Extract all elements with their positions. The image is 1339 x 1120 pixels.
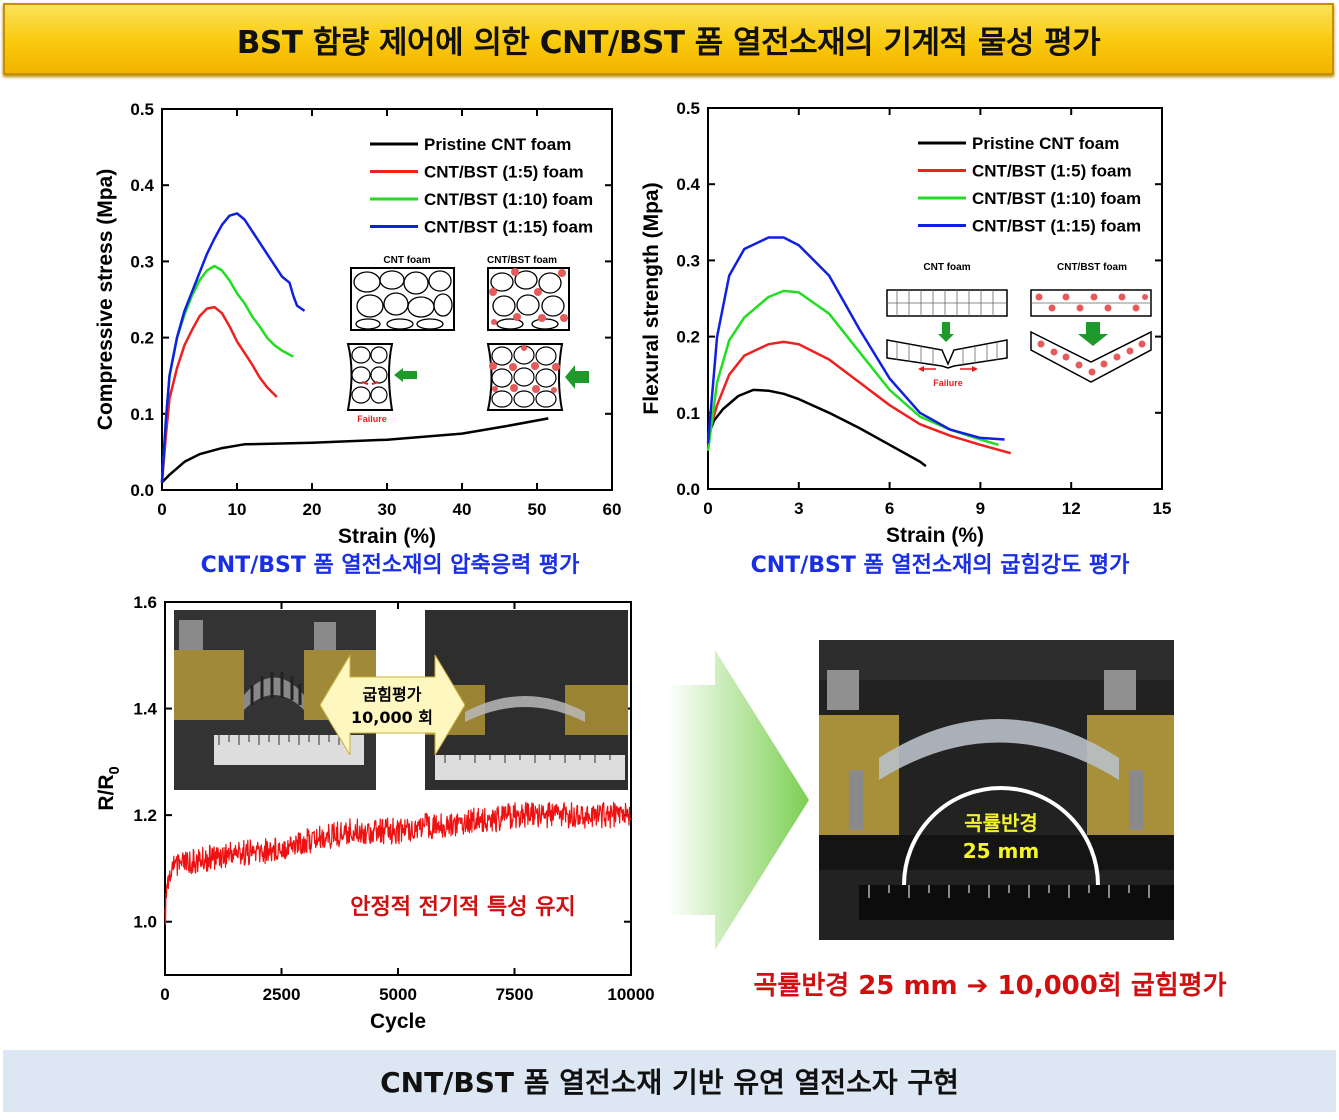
inset-failure-label: Failure	[357, 414, 387, 424]
series-line-1	[160, 305, 278, 483]
footer-text: CNT/BST 폼 열전소재 기반 유연 열전소자 구현	[380, 1066, 959, 1099]
x-tick-label: 30	[378, 500, 397, 519]
y-tick-label: 0.2	[676, 328, 700, 347]
x-tick-label: 60	[603, 500, 622, 519]
photo-radius-label-line1: 곡률반경	[964, 811, 1038, 835]
x-tick-label: 9	[976, 499, 985, 518]
y-tick-label: 0.1	[676, 404, 700, 423]
x-tick-label: 3	[794, 499, 803, 518]
y-tick-label: 0.4	[130, 176, 154, 195]
series-line-0	[706, 388, 927, 468]
series-line-1	[706, 340, 1012, 455]
y-tick-label: 0.3	[130, 252, 154, 271]
flexural-inset: CNT foam CNT/BST foam Failure	[886, 262, 1152, 388]
x-axis-label: Strain (%)	[886, 524, 984, 547]
result-statement: 곡률반경 25 mm ➔ 10,000회 굽힘평가	[753, 971, 1227, 1001]
x-tick-label: 2500	[263, 985, 301, 1004]
flexural-caption: CNT/BST 폼 열전소재의 굽힘강도 평가	[750, 553, 1130, 578]
series-line-2	[160, 264, 294, 483]
compression-inset: CNT foam CNT/BST foam	[346, 255, 589, 424]
bending-setup-photo-right	[425, 610, 628, 790]
y-tick-label: 0.2	[130, 329, 154, 348]
big-green-arrow	[667, 650, 809, 950]
legend-label-2: CNT/BST (1:10) foam	[424, 190, 593, 209]
x-tick-label: 0	[160, 985, 169, 1004]
compressive-caption: CNT/BST 폼 열전소재의 압축응력 평가	[200, 553, 580, 578]
y-tick-label: 0.4	[676, 175, 700, 194]
y-tick-label: 0.0	[676, 480, 700, 499]
cycle-note: 안정적 전기적 특성 유지	[350, 895, 575, 920]
footer-banner: CNT/BST 폼 열전소재 기반 유연 열전소자 구현	[3, 1050, 1336, 1112]
y-tick-label: 1.2	[133, 806, 157, 825]
legend-label-2: CNT/BST (1:10) foam	[972, 189, 1141, 208]
inset-cnt-label: CNT foam	[383, 255, 430, 266]
y-axis-label: R/R0	[95, 766, 123, 810]
x-tick-label: 0	[703, 499, 712, 518]
y-axis-label: Flexural strength (Mpa)	[640, 182, 663, 414]
cycle-chart: 0 2500 5000 7500 100001.01.21.41.6CycleR/R0 …	[95, 593, 655, 1033]
series-line-0	[164, 801, 632, 925]
arrow-label-line2: 10,000 회	[351, 708, 433, 727]
legend-label-0: Pristine CNT foam	[424, 135, 571, 154]
photo-radius-label-line2: 25 mm	[963, 839, 1039, 863]
x-tick-label: 12	[1062, 499, 1081, 518]
arrow-label-line1: 굽힘평가	[363, 685, 422, 704]
y-tick-label: 0.5	[676, 99, 700, 118]
y-tick-label: 1.4	[133, 700, 157, 719]
title-banner: BST 함량 제어에 의한 CNT/BST 폼 열전소재의 기계적 물성 평가	[3, 3, 1334, 75]
y-tick-label: 0.5	[130, 100, 154, 119]
compressive-chart: 0 10 20 30 40 50 60 0.0 0.1 0.2 0.3 0.4 0.5 Strain (%…	[94, 100, 622, 548]
bending-radius-photo: 곡률반경 25 mm	[819, 640, 1174, 940]
x-tick-label: 40	[453, 500, 472, 519]
inset-bst-label: CNT/BST foam	[487, 255, 557, 266]
x-tick-label: 50	[528, 500, 547, 519]
x-tick-label: 6	[885, 499, 894, 518]
plot-frame	[707, 107, 1163, 490]
x-axis-label: Cycle	[370, 1010, 426, 1033]
x-tick-label: 7500	[496, 985, 534, 1004]
x-tick-label: 15	[1153, 499, 1172, 518]
flexural-chart: 0 3 6 9 12 15 0.0 0.1 0.2 0.3 0.4 0.5 Strain (%) Flex…	[640, 99, 1172, 547]
inset-failure-label: Failure	[933, 378, 963, 388]
legend-label-3: CNT/BST (1:15) foam	[972, 217, 1141, 236]
bending-double-arrow: 굽힘평가 10,000 회	[320, 655, 465, 755]
legend-label-1: CNT/BST (1:5) foam	[424, 163, 584, 182]
series-line-3	[706, 236, 1005, 444]
legend-label-1: CNT/BST (1:5) foam	[972, 162, 1132, 181]
legend-label-0: Pristine CNT foam	[972, 134, 1119, 153]
y-tick-label: 0.3	[676, 251, 700, 270]
x-tick-label: 10000	[607, 985, 654, 1004]
inset-bst-label: CNT/BST foam	[1057, 262, 1127, 273]
y-axis-label: Compressive stress (Mpa)	[94, 169, 117, 430]
inset-cnt-label: CNT foam	[923, 262, 970, 273]
x-tick-label: 0	[157, 500, 166, 519]
y-tick-label: 0.0	[130, 481, 154, 500]
legend-label-3: CNT/BST (1:15) foam	[424, 218, 593, 237]
series-line-0	[161, 417, 549, 484]
y-tick-label: 0.1	[130, 405, 154, 424]
page-title: BST 함량 제어에 의한 CNT/BST 폼 열전소재의 기계적 물성 평가	[236, 24, 1101, 61]
y-tick-label: 1.6	[133, 593, 157, 612]
x-axis-label: Strain (%)	[338, 525, 436, 548]
series-line-3	[160, 212, 306, 483]
x-tick-label: 20	[303, 500, 322, 519]
x-tick-label: 10	[228, 500, 247, 519]
x-tick-label: 5000	[379, 985, 417, 1004]
y-tick-label: 1.0	[133, 913, 157, 932]
